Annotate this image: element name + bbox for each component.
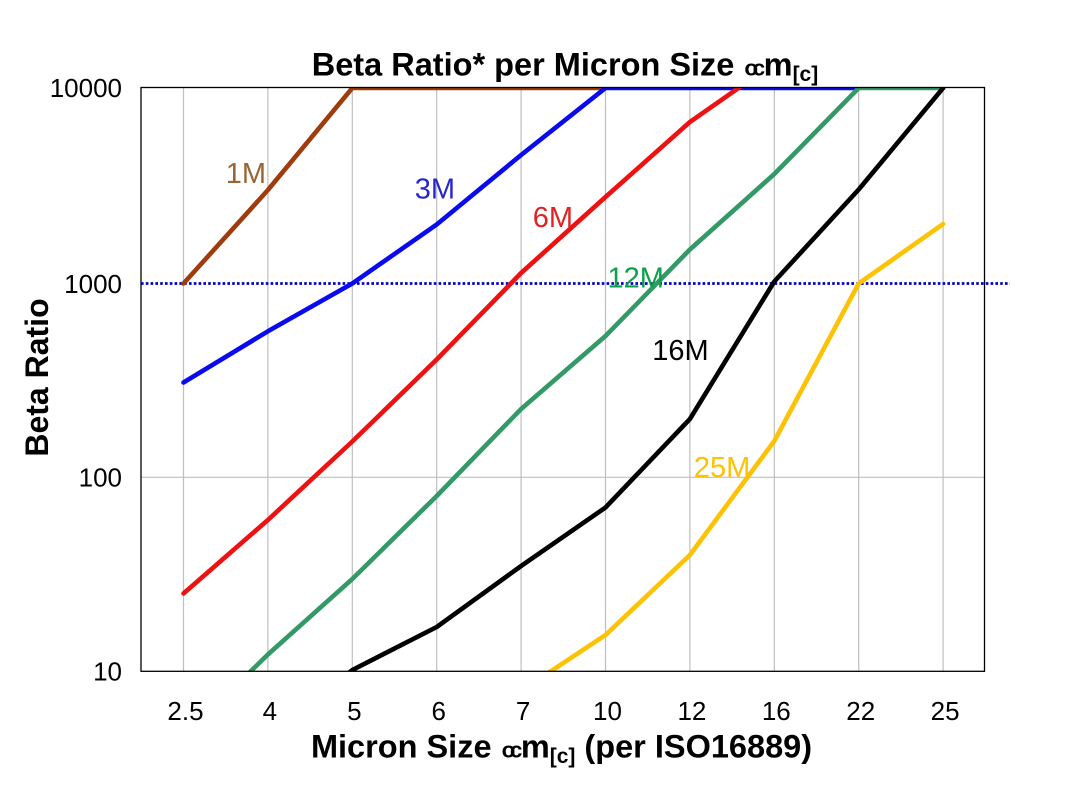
svg-text:25M: 25M <box>694 452 750 484</box>
svg-text:Beta Ratio: Beta Ratio <box>19 298 55 456</box>
svg-text:16M: 16M <box>652 335 708 367</box>
svg-text:12: 12 <box>677 696 706 726</box>
svg-text:Beta Ratio* per Micron Size oc: Beta Ratio* per Micron Size ocm[c] <box>312 46 818 86</box>
svg-text:100: 100 <box>79 463 122 493</box>
svg-text:6: 6 <box>431 696 445 726</box>
svg-text:5: 5 <box>347 696 361 726</box>
svg-text:3M: 3M <box>415 173 455 205</box>
svg-text:10: 10 <box>93 656 122 686</box>
svg-text:7: 7 <box>516 696 530 726</box>
svg-text:1000: 1000 <box>64 269 122 299</box>
svg-text:16: 16 <box>762 696 791 726</box>
svg-text:12M: 12M <box>608 263 664 295</box>
svg-text:Micron Size ocm[c] (per ISO168: Micron Size ocm[c] (per ISO16889) <box>311 728 812 768</box>
svg-text:1M: 1M <box>226 158 266 190</box>
svg-text:25: 25 <box>931 696 960 726</box>
svg-text:4: 4 <box>263 696 277 726</box>
svg-text:22: 22 <box>846 696 875 726</box>
svg-text:6M: 6M <box>533 202 573 234</box>
svg-text:10000: 10000 <box>50 73 122 103</box>
svg-text:2.5: 2.5 <box>167 696 203 726</box>
svg-text:10: 10 <box>593 696 622 726</box>
